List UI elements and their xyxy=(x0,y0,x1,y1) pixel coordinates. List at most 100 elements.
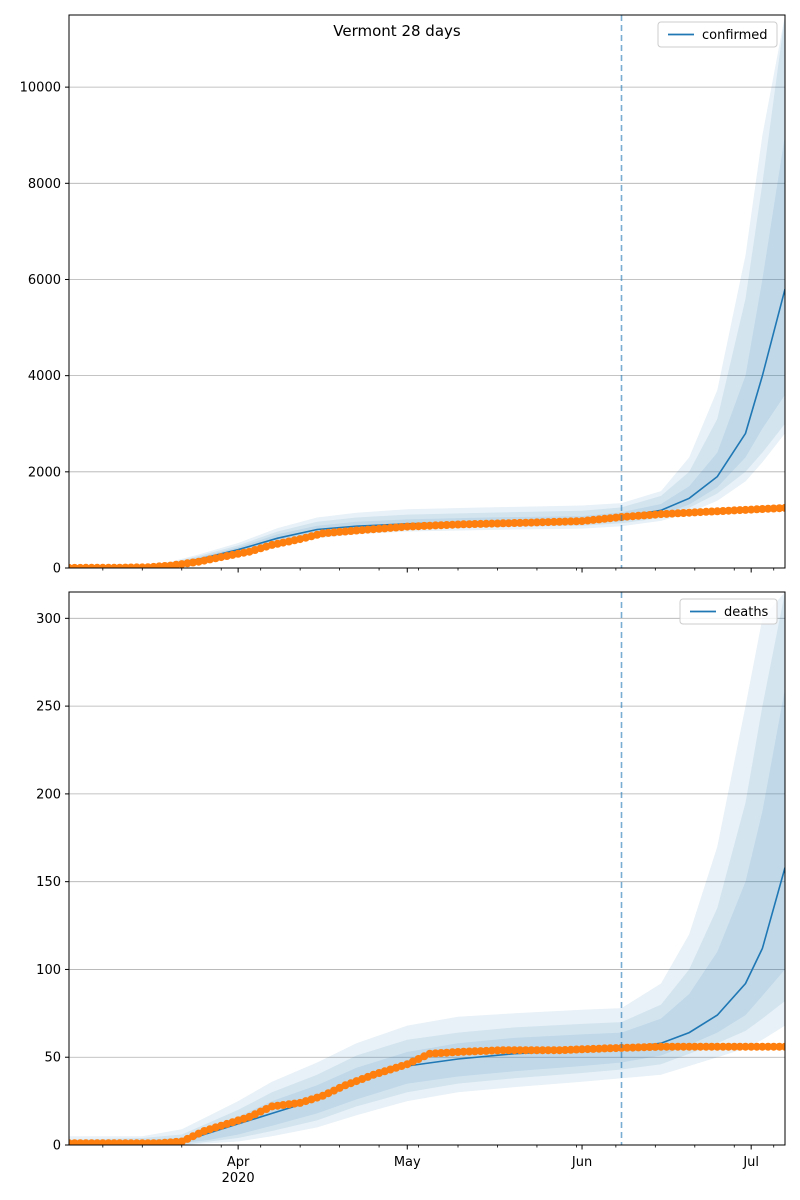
observed-point xyxy=(538,1046,547,1055)
observed-point xyxy=(532,518,541,527)
observed-point xyxy=(504,1046,513,1055)
observed-point xyxy=(764,1042,773,1051)
observed-point xyxy=(476,519,485,528)
observed-point xyxy=(476,1047,485,1056)
observed-point xyxy=(781,503,785,512)
observed-point xyxy=(527,1046,536,1055)
y-tick-label: 2000 xyxy=(28,465,61,480)
observed-point xyxy=(572,1045,581,1054)
observed-point xyxy=(549,517,558,526)
observed-point xyxy=(408,522,417,531)
uncertainty-band-3 xyxy=(69,688,785,1145)
observed-point xyxy=(555,1046,564,1055)
observed-point xyxy=(499,1046,508,1055)
observed-point xyxy=(623,1043,632,1052)
observed-point xyxy=(521,1046,530,1055)
legend-label: confirmed xyxy=(702,28,768,43)
observed-point xyxy=(600,1044,609,1053)
observed-point xyxy=(724,1042,733,1051)
y-tick-label: 50 xyxy=(44,1051,61,1066)
confirmed-panel: 0 2000 4000 6000 8000 10000 confirmed xyxy=(20,14,786,577)
observed-point xyxy=(707,507,716,516)
observed-point xyxy=(707,1042,716,1051)
x-tick-label: May xyxy=(394,1155,421,1170)
observed-point xyxy=(724,506,733,515)
y-tick-label: 4000 xyxy=(28,369,61,384)
y-tick-label: 300 xyxy=(36,612,61,627)
observed-point xyxy=(555,517,564,526)
observed-point xyxy=(369,525,378,534)
y-tick-label: 0 xyxy=(53,1139,61,1154)
observed-point xyxy=(741,505,750,514)
observed-point xyxy=(538,518,547,527)
observed-point xyxy=(172,1137,181,1145)
observed-point xyxy=(403,522,412,531)
observed-point xyxy=(651,1042,660,1051)
x-tick-sublabel: 2020 xyxy=(222,1171,255,1186)
observed-point xyxy=(758,505,767,513)
observed-point xyxy=(578,1045,586,1054)
legend: confirmed xyxy=(657,21,778,48)
observed-point xyxy=(493,519,502,528)
observed-point xyxy=(657,1042,665,1051)
observed-point xyxy=(493,1046,502,1055)
observed-point xyxy=(527,518,536,527)
observed-point xyxy=(414,522,423,531)
observed-point xyxy=(634,511,643,520)
observed-point xyxy=(516,1046,524,1055)
x-tick-label: Jul xyxy=(742,1155,759,1170)
observed-point xyxy=(769,1042,778,1051)
observed-point xyxy=(668,509,677,518)
observed-point xyxy=(442,521,451,529)
legend-box xyxy=(679,598,778,625)
observed-point xyxy=(713,507,722,516)
observed-point xyxy=(752,1042,761,1051)
y-tick-label: 8000 xyxy=(28,177,61,192)
plot-area xyxy=(69,15,785,568)
observed-point xyxy=(572,517,581,526)
observed-point xyxy=(487,519,496,528)
observed-point xyxy=(702,1042,711,1051)
observed-point xyxy=(487,1046,496,1055)
y-tick-label: 200 xyxy=(36,787,61,802)
observed-point xyxy=(611,1044,620,1053)
observed-point xyxy=(679,1042,688,1051)
observed-point xyxy=(437,521,446,530)
observed-point xyxy=(690,1042,699,1051)
y-tick-label: 100 xyxy=(36,963,61,978)
observed-point xyxy=(482,519,491,528)
observed-point xyxy=(623,512,632,521)
chart-title: Vermont 28 days xyxy=(333,22,461,40)
observed-point xyxy=(566,517,575,526)
observed-point xyxy=(685,1042,694,1051)
y-tick-label: 250 xyxy=(36,700,61,715)
legend-label: deaths xyxy=(724,605,769,620)
observed-point xyxy=(425,1049,434,1058)
observed-point xyxy=(454,520,462,529)
uncertainty-band-1 xyxy=(69,592,785,1145)
observed-point xyxy=(781,1042,785,1051)
observed-point xyxy=(741,1042,750,1051)
observed-point xyxy=(764,504,773,513)
observed-point xyxy=(521,518,530,527)
observed-point xyxy=(696,508,705,517)
observed-point xyxy=(532,1046,541,1055)
observed-point xyxy=(758,1042,767,1051)
observed-point xyxy=(735,506,744,515)
observed-point xyxy=(589,1044,598,1053)
observed-point xyxy=(628,1043,637,1052)
observed-point xyxy=(431,521,440,530)
observed-point xyxy=(544,518,553,527)
x-tick-label: Apr xyxy=(227,1155,250,1170)
observed-point xyxy=(713,1042,722,1051)
x-tick-label: Jun xyxy=(571,1155,592,1170)
observed-point xyxy=(470,520,479,528)
observed-point xyxy=(459,520,468,529)
observed-point xyxy=(668,1042,677,1051)
legend-box xyxy=(657,21,778,48)
observed-point xyxy=(769,504,778,513)
observed-point xyxy=(420,521,429,530)
observed-point xyxy=(679,509,688,517)
observed-point xyxy=(425,521,434,530)
